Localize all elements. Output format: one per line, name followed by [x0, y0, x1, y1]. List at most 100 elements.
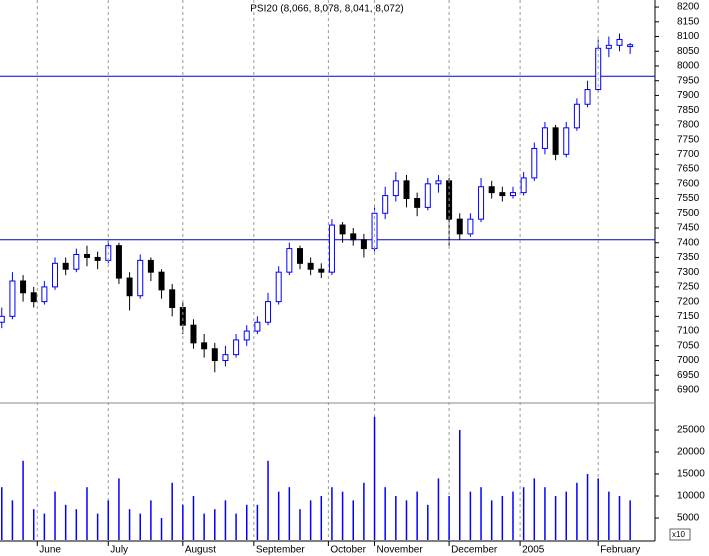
candle-body — [307, 262, 314, 270]
x-tick-label: July — [110, 545, 128, 556]
y-tick-label: 7900 — [677, 90, 700, 101]
y-tick-label: 6950 — [677, 370, 700, 381]
candle-body — [520, 177, 527, 194]
candle-body — [509, 192, 516, 197]
candle-body — [616, 38, 623, 46]
candle-body — [478, 186, 485, 220]
candle-body — [147, 259, 154, 273]
y-tick-label: 7000 — [677, 355, 700, 366]
volume-unit: x10 — [672, 530, 685, 539]
y-tick-label: 8050 — [677, 46, 700, 57]
y-tick-label: 8150 — [677, 16, 700, 27]
candle-body — [456, 218, 463, 235]
y-tick-label: 7600 — [677, 178, 700, 189]
candle-body — [222, 354, 229, 362]
y-tick-label: 7550 — [677, 193, 700, 204]
candle-body — [243, 330, 250, 341]
candle-body — [201, 342, 208, 350]
candle-body — [467, 218, 474, 235]
candle-body — [296, 248, 303, 264]
x-tick-label: November — [377, 545, 424, 556]
candle-body — [563, 127, 570, 155]
y-tick-label: 7350 — [677, 252, 700, 263]
candle-body — [115, 245, 122, 279]
y-tick-label: 7400 — [677, 237, 700, 248]
candle-body — [584, 89, 591, 105]
candle-body — [350, 233, 357, 241]
x-tick-label: June — [39, 545, 61, 556]
candle-body — [62, 262, 69, 270]
y-tick-label: 7300 — [677, 267, 700, 278]
y-tick-label: 10000 — [677, 491, 705, 502]
candle-body — [424, 183, 431, 208]
unit-box — [669, 528, 691, 541]
candle-body — [488, 186, 495, 194]
x-tick-label: August — [185, 545, 216, 556]
y-tick-label: 7100 — [677, 326, 700, 337]
y-tick-label: 7200 — [677, 296, 700, 307]
y-tick-label: 5000 — [677, 513, 700, 524]
candle-body — [403, 180, 410, 200]
y-tick-label: 15000 — [677, 469, 705, 480]
candle-body — [41, 286, 48, 303]
candle-body — [392, 180, 399, 197]
candle-body — [552, 127, 559, 155]
x-tick-label: 2005 — [522, 545, 545, 556]
candle-body — [328, 224, 335, 273]
y-tick-label: 7800 — [677, 120, 700, 131]
y-tick-label: 7050 — [677, 340, 700, 351]
y-tick-label: 7850 — [677, 105, 700, 116]
candle-body — [573, 103, 580, 129]
candle-body — [137, 259, 144, 297]
y-tick-label: 7650 — [677, 164, 700, 175]
candle-body — [83, 253, 90, 258]
candle-body — [52, 262, 59, 288]
y-tick-label: 6900 — [677, 385, 700, 396]
candle-body — [20, 280, 27, 294]
x-tick-label: September — [256, 545, 306, 556]
candle-body — [233, 339, 240, 356]
candle-body — [30, 292, 37, 303]
candle-body — [339, 224, 346, 235]
candle-body — [9, 280, 16, 317]
candle-body — [126, 277, 133, 297]
y-tick-label: 8200 — [677, 2, 700, 13]
candle-body — [211, 348, 218, 362]
y-tick-label: 7750 — [677, 134, 700, 145]
candle-body — [531, 147, 538, 179]
candle-body — [499, 192, 506, 197]
candle-body — [360, 239, 367, 250]
x-tick-label: February — [600, 545, 640, 556]
y-tick-label: 8000 — [677, 61, 700, 72]
candle-body — [158, 271, 165, 291]
y-tick-label: 7700 — [677, 149, 700, 160]
candle-body — [169, 289, 176, 309]
chart-title: PSI20 (8,066, 8,078, 8,041, 8,072) — [250, 4, 403, 15]
candle-body — [382, 195, 389, 214]
candle-body — [414, 198, 421, 208]
y-tick-label: 7450 — [677, 223, 700, 234]
y-tick-label: 7950 — [677, 75, 700, 86]
candle-body — [627, 44, 634, 48]
candle-body — [94, 256, 101, 261]
candle-body — [254, 321, 261, 332]
candle-body — [190, 324, 197, 344]
candle-body — [73, 253, 80, 270]
y-tick-label: 20000 — [677, 447, 705, 458]
candle-body — [605, 44, 612, 49]
y-tick-label: 7500 — [677, 208, 700, 219]
y-tick-label: 8100 — [677, 31, 700, 42]
candle-body — [275, 271, 282, 303]
candle-body — [265, 301, 272, 323]
y-tick-label: 7150 — [677, 311, 700, 322]
x-tick-label: December — [451, 545, 498, 556]
candle-body — [0, 315, 5, 323]
x-tick-label: October — [330, 545, 366, 556]
candle-body — [179, 307, 186, 326]
y-tick-label: 7250 — [677, 282, 700, 293]
y-tick-label: 25000 — [677, 425, 705, 436]
candle-body — [318, 268, 325, 273]
candle-body — [435, 180, 442, 185]
